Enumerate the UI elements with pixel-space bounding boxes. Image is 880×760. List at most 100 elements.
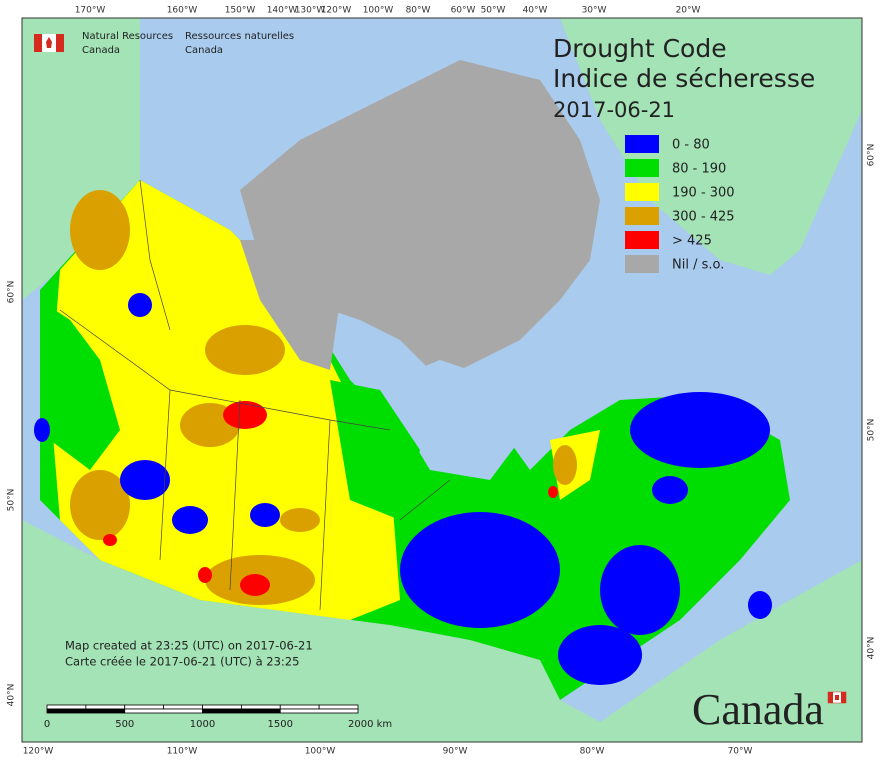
frame [21,17,863,743]
scale-bar-segment [279,704,320,710]
legend-swatch [625,255,659,273]
agency-fr: Canada [185,45,223,56]
region [70,470,130,540]
region [240,574,270,596]
scale-bar-label: 1000 [190,719,215,730]
latitude-label: 60°N [7,281,17,304]
text-layer: Natural Resources Canada Ressources natu… [7,6,877,757]
latitude-label: 50°N [867,419,877,442]
region [120,460,170,500]
border-line [59,309,391,431]
longitude-label: 60°W [451,6,476,16]
agency-en: Canada [82,45,120,56]
longitude-label: 100°W [305,747,336,757]
latitude-label: 60°N [867,144,877,167]
scale-bar-label: 500 [115,719,134,730]
region [652,476,688,504]
greenland [560,18,862,275]
legend-swatch [625,159,659,177]
legend-label: > 425 [672,234,712,249]
region [630,392,770,468]
latitude-label: 50°N [7,489,17,512]
hudson-bay [390,360,520,480]
region [103,534,117,546]
longitude-label: 40°W [523,6,548,16]
region [172,506,208,534]
united-states [22,520,862,742]
region [553,445,577,485]
flag-leaf [46,37,52,48]
legend-label: 0 - 80 [672,138,710,153]
title: Indice de sécheresse [553,64,815,93]
region [205,325,285,375]
region [240,240,340,370]
scale-bar-label: 1500 [268,719,293,730]
scale-bar-label: 2000 km [348,719,392,730]
longitude-label: 50°W [481,6,506,16]
border-line [399,479,451,521]
scale-bar-segment [202,708,281,714]
region [548,486,558,498]
region [40,300,120,470]
longitude-label: 80°W [406,6,431,16]
region [223,401,267,429]
longitude-label: 120°W [23,747,54,757]
scale-bar-segment [46,708,126,714]
scale-bar-segment [163,704,203,710]
scale-bar-segment [279,708,359,714]
legend-label: 80 - 190 [672,162,726,177]
scale-bar-segment [202,704,242,710]
longitude-label: 160°W [167,6,198,16]
scale-bar-segment [318,704,359,710]
legend-swatch [625,183,659,201]
title: Drought Code [553,34,727,63]
region [250,503,280,527]
wordmark: Canada [692,685,824,734]
border-line [229,399,241,591]
alaska [22,18,140,300]
region [600,545,680,635]
scale-bar-segment [124,708,203,714]
scale-bar-segment [85,704,126,710]
date: 2017-06-21 [553,98,675,122]
agency-fr: Ressources naturelles [185,31,294,42]
legend-swatch [625,231,659,249]
legend-swatch [625,207,659,225]
credit: Carte créée le 2017-06-21 (UTC) à 23:25 [65,655,299,669]
border-line [139,179,171,331]
flag-leaf [835,695,839,700]
region [400,512,560,628]
longitude-label: 170°W [75,6,106,16]
region [330,380,420,520]
flag-bar [828,692,833,703]
latitude-label: 40°N [867,637,877,660]
longitude-label: 100°W [363,6,394,16]
agency-en: Natural Resources [82,31,173,42]
legend-label: 190 - 300 [672,186,735,201]
longitude-label: 70°W [728,747,753,757]
longitude-label: 120°W [321,6,352,16]
longitude-label: 30°W [582,6,607,16]
border-line [159,389,171,561]
legend-label: Nil / s.o. [672,258,724,273]
flag-bar [34,34,42,52]
longitude-label: 140°W [267,6,298,16]
longitude-label: 150°W [225,6,256,16]
region [558,625,642,685]
region [34,418,50,442]
scale-bar-label: 0 [44,719,50,730]
longitude-label: 90°W [443,747,468,757]
longitude-label: 130°W [295,6,326,16]
legend-swatch [625,135,659,153]
legend-label: 300 - 425 [672,210,735,225]
longitude-label: 110°W [167,747,198,757]
region [198,567,212,583]
borders [59,179,451,611]
border-line [319,419,331,611]
flag-bar [56,34,64,52]
scale-bar-segment [46,704,87,710]
latitude-label: 40°N [7,684,17,707]
region [748,591,772,619]
credit: Map created at 23:25 (UTC) on 2017-06-21 [65,639,313,653]
